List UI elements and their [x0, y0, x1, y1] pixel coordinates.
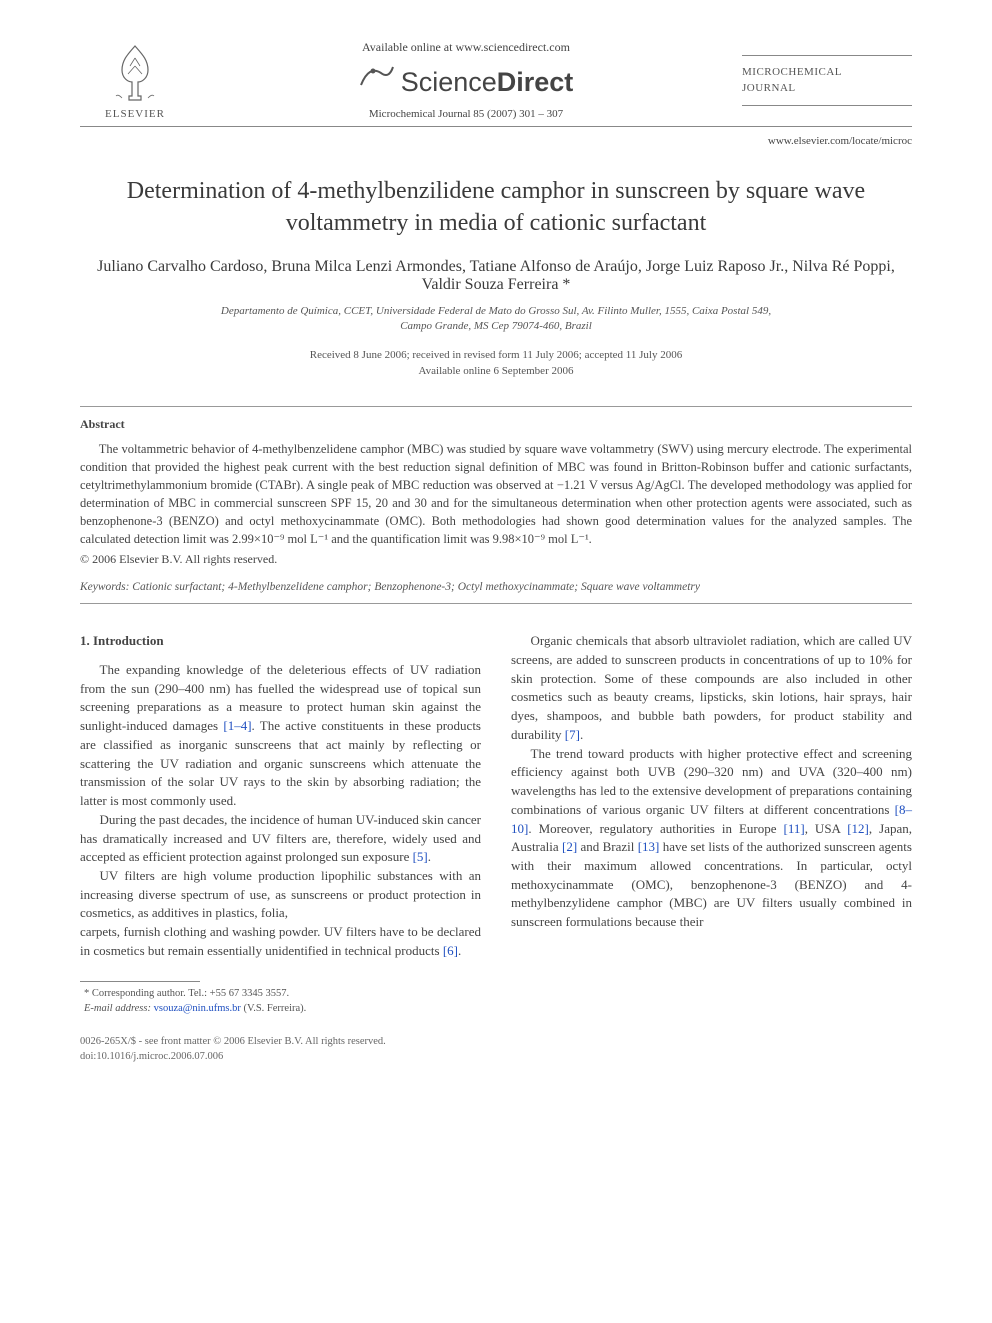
journal-box-rule-bottom: [742, 105, 912, 106]
para-3: UV filters are high volume production li…: [80, 867, 481, 923]
abstract-heading: Abstract: [80, 417, 912, 432]
p4b: .: [458, 943, 461, 958]
available-online-line: Available online at www.sciencedirect.co…: [190, 40, 742, 55]
para-1: The expanding knowledge of the deleterio…: [80, 661, 481, 811]
elsevier-logo-block: ELSEVIER: [80, 40, 190, 120]
email-line: E-mail address: vsouza@nin.ufms.br (V.S.…: [84, 1001, 912, 1017]
elsevier-label: ELSEVIER: [105, 108, 165, 120]
keywords-line: Keywords: Cationic surfactant; 4-Methylb…: [80, 581, 912, 593]
p2b: .: [428, 849, 431, 864]
para-2: During the past decades, the incidence o…: [80, 811, 481, 867]
corresponding-author-block: * Corresponding author. Tel.: +55 67 334…: [80, 981, 912, 1018]
sd-word-left: Science: [401, 67, 497, 97]
p6b: . Moreover, regulatory authorities in Eu…: [528, 821, 783, 836]
cite-12[interactable]: [12]: [847, 821, 869, 836]
journal-title-box: MICROCHEMICAL JOURNAL: [742, 55, 912, 106]
footer-left: 0026-265X/$ - see front matter © 2006 El…: [80, 1035, 386, 1064]
corresponding-author-line: * Corresponding author. Tel.: +55 67 334…: [84, 986, 912, 1002]
para-4: carpets, furnish clothing and washing po…: [80, 923, 481, 960]
journal-reference: Microchemical Journal 85 (2007) 301 – 30…: [190, 108, 742, 120]
journal-title-line1: MICROCHEMICAL: [742, 64, 912, 81]
introduction-heading: 1. Introduction: [80, 632, 481, 651]
affiliation: Departamento de Química, CCET, Universid…: [80, 304, 912, 335]
footnote-rule: [80, 981, 200, 982]
author-list: Juliano Carvalho Cardoso, Bruna Milca Le…: [80, 258, 912, 294]
keywords-text: Cationic surfactant; 4-Methylbenzelidene…: [129, 581, 700, 593]
article-title: Determination of 4-methylbenzilidene cam…: [120, 175, 872, 240]
page-header: ELSEVIER Available online at www.science…: [80, 40, 912, 120]
abstract-text: The voltammetric behavior of 4-methylben…: [80, 440, 912, 549]
cite-5[interactable]: [5]: [413, 849, 428, 864]
abstract-copyright: © 2006 Elsevier B.V. All rights reserved…: [80, 552, 912, 567]
dates-line1: Received 8 June 2006; received in revise…: [310, 349, 682, 361]
cite-1-4[interactable]: [1–4]: [223, 718, 251, 733]
body-columns: 1. Introduction The expanding knowledge …: [80, 632, 912, 960]
email-address[interactable]: vsouza@nin.ufms.br: [154, 1003, 241, 1014]
keywords-label: Keywords:: [80, 581, 129, 593]
affiliation-line2: Campo Grande, MS Cep 79074-460, Brazil: [400, 320, 592, 332]
p5a: Organic chemicals that absorb ultraviole…: [511, 633, 912, 742]
doi-line: doi:10.1016/j.microc.2006.07.006: [80, 1050, 386, 1065]
header-center: Available online at www.sciencedirect.co…: [190, 40, 742, 120]
para-6: The trend toward products with higher pr…: [511, 745, 912, 932]
front-matter-line: 0026-265X/$ - see front matter © 2006 El…: [80, 1035, 386, 1050]
dates-line2: Available online 6 September 2006: [419, 365, 574, 377]
sciencedirect-word: ScienceDirect: [401, 67, 574, 98]
sd-word-right: Direct: [497, 67, 574, 97]
email-label: E-mail address:: [84, 1003, 151, 1014]
p6a: The trend toward products with higher pr…: [511, 746, 912, 817]
p6e: and Brazil: [577, 839, 638, 854]
p5b: .: [580, 727, 583, 742]
abstract-rule-bottom: [80, 603, 912, 604]
p6c: , USA: [805, 821, 848, 836]
abstract-body: The voltammetric behavior of 4-methylben…: [80, 440, 912, 549]
para-5: Organic chemicals that absorb ultraviole…: [511, 632, 912, 744]
sciencedirect-swoosh-icon: [359, 61, 395, 91]
elsevier-tree-icon: [108, 40, 162, 104]
cite-6[interactable]: [6]: [443, 943, 458, 958]
cite-2[interactable]: [2]: [562, 839, 577, 854]
affiliation-line1: Departamento de Química, CCET, Universid…: [221, 305, 771, 317]
email-tail: (V.S. Ferreira).: [241, 1003, 306, 1014]
cite-13[interactable]: [13]: [638, 839, 660, 854]
article-dates: Received 8 June 2006; received in revise…: [80, 347, 912, 380]
p4a: carpets, furnish clothing and washing po…: [80, 924, 481, 958]
journal-title-line2: JOURNAL: [742, 80, 912, 97]
abstract-rule-top: [80, 406, 912, 407]
sciencedirect-brand: ScienceDirect: [359, 61, 574, 98]
cite-11[interactable]: [11]: [784, 821, 805, 836]
page-footer-meta: 0026-265X/$ - see front matter © 2006 El…: [80, 1035, 912, 1064]
journal-homepage-link[interactable]: www.elsevier.com/locate/microc: [80, 135, 912, 147]
cite-7[interactable]: [7]: [565, 727, 580, 742]
header-rule: [80, 126, 912, 127]
